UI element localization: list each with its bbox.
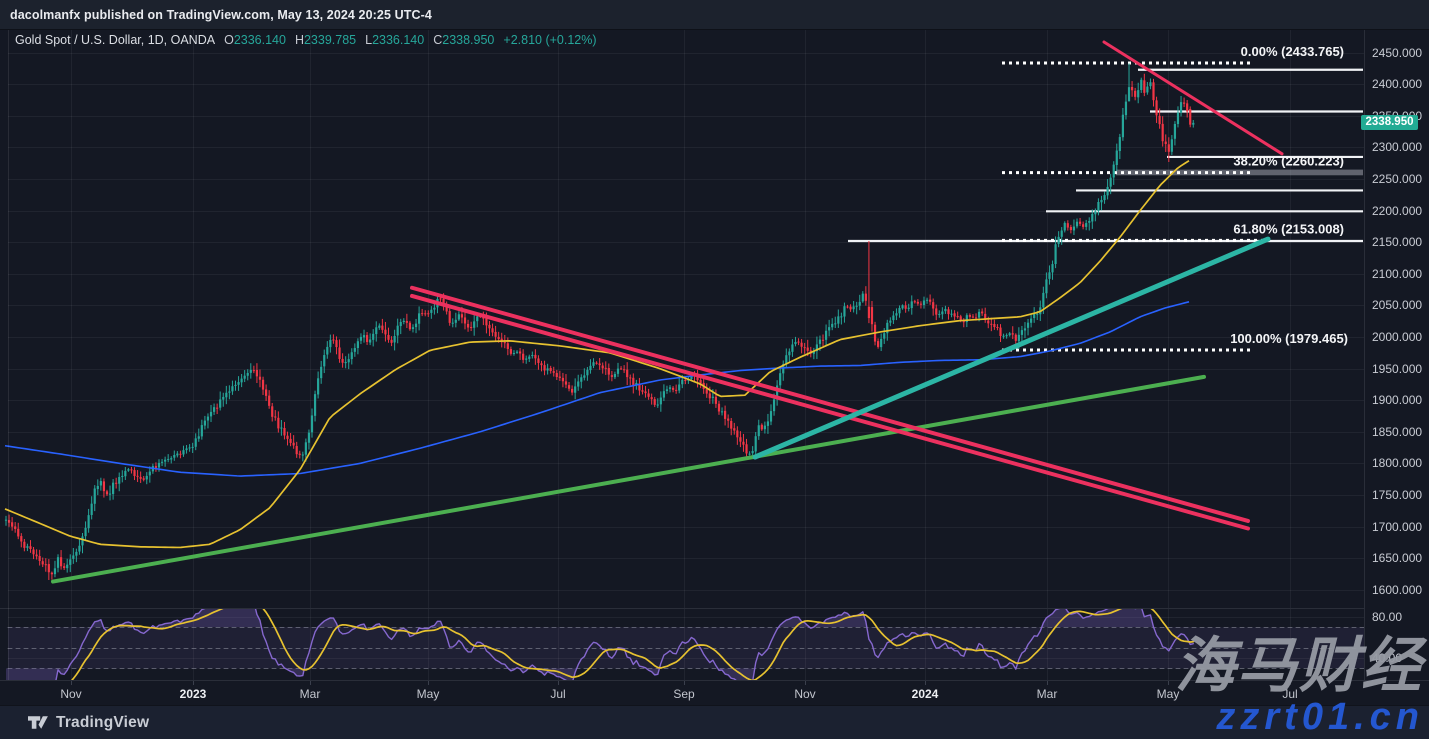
watermark-url: zzrt01.cn (1216, 696, 1424, 738)
time-tick-mark (1047, 681, 1048, 685)
time-tick-label: Nov (794, 687, 816, 701)
time-tick-mark (925, 681, 926, 685)
price-tick: 2450.000 (1372, 45, 1423, 60)
time-tick-mark (805, 681, 806, 685)
time-tick-mark (558, 681, 559, 685)
chart-canvas[interactable] (0, 30, 1364, 680)
time-tick-label: Nov (60, 687, 82, 701)
price-tick: 1900.000 (1372, 393, 1423, 408)
price-tick: 1850.000 (1372, 424, 1423, 439)
time-tick-label: Mar (1036, 687, 1058, 701)
time-tick-mark (684, 681, 685, 685)
price-tick: 1700.000 (1372, 519, 1423, 534)
time-tick-label: Sep (673, 687, 695, 701)
time-tick-label: 2024 (911, 687, 939, 701)
attribution-text: dacolmanfx published on TradingView.com,… (10, 7, 432, 22)
low-value: L2336.140 (365, 33, 425, 47)
rsi-tick: 40.00 (1372, 651, 1403, 665)
price-tick: 2050.000 (1372, 298, 1423, 313)
price-tick: 2000.000 (1372, 330, 1423, 345)
price-tick: 2200.000 (1372, 203, 1423, 218)
price-tick: 1650.000 (1372, 551, 1423, 566)
high-value: H2339.785 (294, 33, 357, 47)
price-axis[interactable]: 2450.0002400.0002350.0002300.0002250.000… (1364, 30, 1429, 680)
time-tick-label: Mar (299, 687, 321, 701)
price-tick: 1600.000 (1372, 582, 1423, 597)
price-tick: 2400.000 (1372, 77, 1423, 92)
time-tick-label: Jul (550, 687, 566, 701)
footer-bar: TradingView (0, 705, 1429, 739)
symbol-title: Gold Spot / U.S. Dollar, 1D, OANDA (15, 33, 216, 47)
price-tick: 2300.000 (1372, 140, 1423, 155)
price-tick: 1950.000 (1372, 361, 1423, 376)
change-value: +2.810 (+0.12%) (503, 33, 597, 47)
time-tick-label: 2023 (179, 687, 207, 701)
time-axis[interactable]: Nov 2023 Mar May Jul Sep Nov 2024 Mar May Jul (0, 680, 1429, 705)
chart-left-border (8, 30, 9, 680)
price-tick: 2250.000 (1372, 172, 1423, 187)
open-value: O2336.140 (224, 33, 286, 47)
price-tick: 2100.000 (1372, 266, 1423, 281)
time-tick-label: May (1156, 687, 1180, 701)
tradingview-logo-text: TradingView (56, 713, 150, 731)
rsi-tick: 80.00 (1372, 610, 1403, 624)
attribution-bar: dacolmanfx published on TradingView.com,… (0, 0, 1429, 30)
symbol-legend[interactable]: Gold Spot / U.S. Dollar, 1D, OANDA O2336… (15, 33, 597, 47)
price-tick: 1800.000 (1372, 456, 1423, 471)
close-value: C2338.950 (433, 33, 495, 47)
time-tick-mark (310, 681, 311, 685)
time-tick-label: Jul (1282, 687, 1298, 701)
watermark-cn: 海马财经 (1175, 632, 1423, 699)
time-tick-label: May (416, 687, 440, 701)
tradingview-logo-link[interactable]: TradingView (28, 713, 149, 732)
price-tick: 1750.000 (1372, 488, 1423, 503)
time-tick-mark (428, 681, 429, 685)
time-tick-mark (1290, 681, 1291, 685)
tradingview-logo-icon (28, 713, 49, 732)
price-tick: 2150.000 (1372, 235, 1423, 250)
time-tick-mark (1168, 681, 1169, 685)
time-tick-mark (71, 681, 72, 685)
time-tick-mark (193, 681, 194, 685)
last-price-badge: 2338.950 (1361, 115, 1418, 131)
